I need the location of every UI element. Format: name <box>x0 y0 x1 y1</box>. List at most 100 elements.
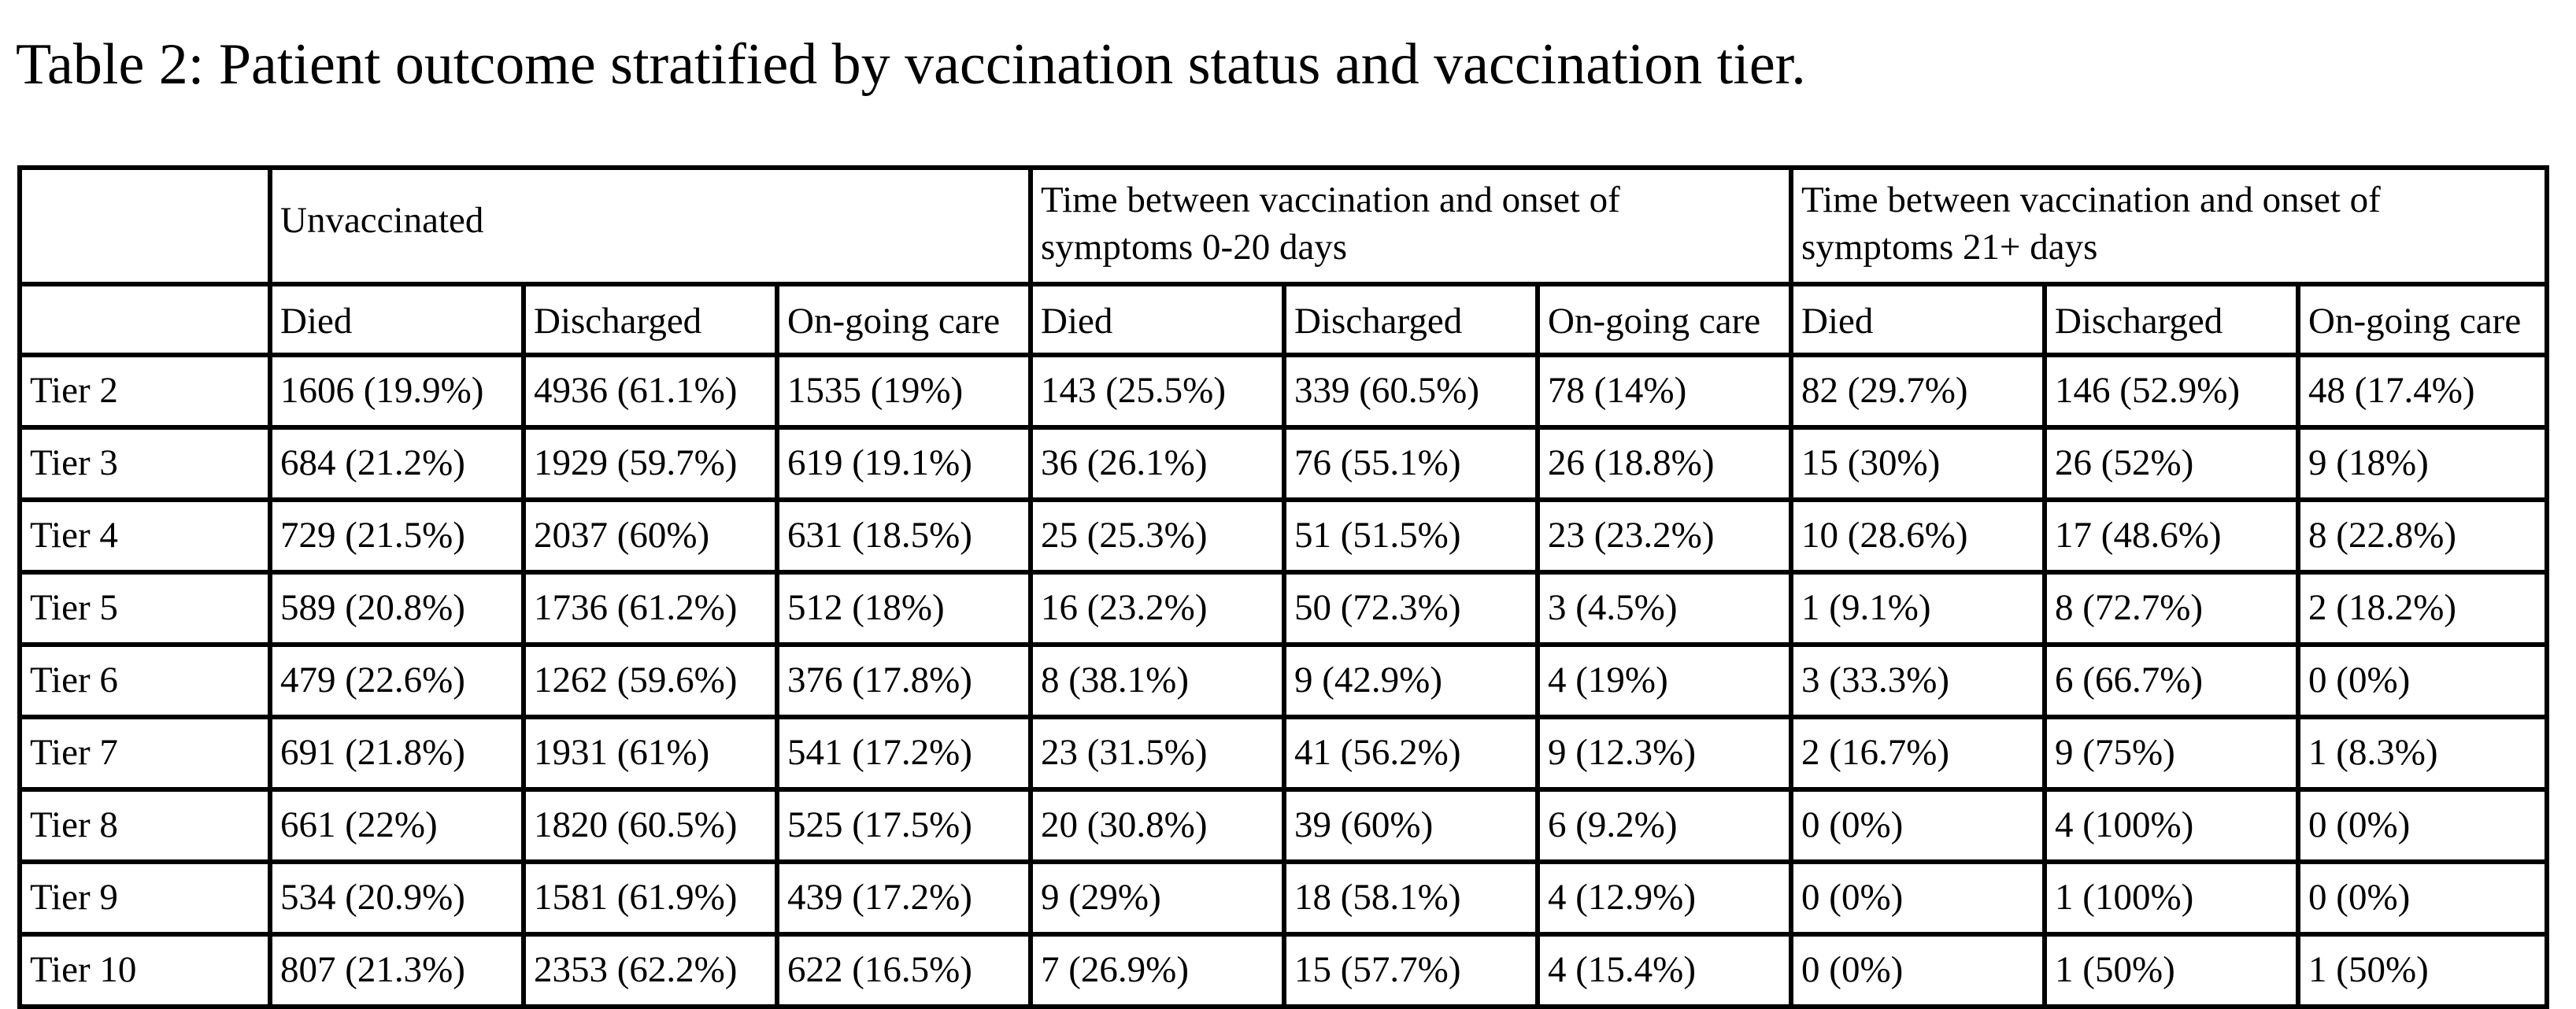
table-cell: 2037 (60%) <box>521 497 779 575</box>
table-row: Tier 2 1606 (19.9%) 4936 (61.1%) 1535 (19%)… <box>17 353 2550 430</box>
table-cell: 8 (22.8%) <box>2296 497 2550 575</box>
table-cell: 339 (60.5%) <box>1282 353 1541 430</box>
table-cell: 26 (52%) <box>2042 425 2301 502</box>
table-cell: 9 (18%) <box>2296 425 2550 502</box>
table-row: Tier 3 684 (21.2%) 1929 (59.7%) 619 (19.1%)… <box>17 425 2550 502</box>
table-cell: 51 (51.5%) <box>1282 497 1541 575</box>
table-cell: 807 (21.3%) <box>268 932 526 1009</box>
table-cell: 9 (29%) <box>1028 859 1287 937</box>
table-cell: 1820 (60.5%) <box>521 787 779 864</box>
table-cell: 9 (12.3%) <box>1535 715 1794 792</box>
row-label-cell: Tier 4 <box>17 497 272 575</box>
table-cell: 1 (50%) <box>2296 932 2550 1009</box>
table-cell: 729 (21.5%) <box>268 497 526 575</box>
table-cell: 661 (22%) <box>268 787 526 864</box>
table-cell: 1736 (61.2%) <box>521 570 779 647</box>
table-cell: 146 (52.9%) <box>2042 353 2301 430</box>
table-row: Tier 4 729 (21.5%) 2037 (60%) 631 (18.5%) 25… <box>17 497 2550 575</box>
table-cell: 36 (26.1%) <box>1028 425 1287 502</box>
table-caption: Table 2: Patient outcome stratified by v… <box>16 32 1806 97</box>
table-cell: 2353 (62.2%) <box>521 932 779 1009</box>
row-label-cell: Tier 3 <box>17 425 272 502</box>
table-cell: 619 (19.1%) <box>774 425 1034 502</box>
subheader-ongoing-care: On-going care <box>2296 282 2550 357</box>
row-label-cell: Tier 10 <box>17 932 272 1009</box>
table-cell: 9 (42.9%) <box>1282 642 1541 719</box>
row-label-cell: Tier 5 <box>17 570 272 647</box>
corner-cell <box>17 165 272 286</box>
row-label-cell: Tier 9 <box>17 859 272 937</box>
group-header-0-20-days: Time between vaccination and onset of sy… <box>1028 165 1794 286</box>
table-cell: 622 (16.5%) <box>774 932 1034 1009</box>
table-cell: 512 (18%) <box>774 570 1034 647</box>
table-cell: 4 (12.9%) <box>1535 859 1794 937</box>
group-header-21-plus-days: Time between vaccination and onset of sy… <box>1789 165 2550 286</box>
table-cell: 1 (9.1%) <box>1789 570 2048 647</box>
row-label-cell: Tier 7 <box>17 715 272 792</box>
table-cell: 15 (30%) <box>1789 425 2048 502</box>
subheader-discharged: Discharged <box>2042 282 2301 357</box>
table-row: Tier 9 534 (20.9%) 1581 (61.9%) 439 (17.2%)… <box>17 859 2550 937</box>
table-cell: 1535 (19%) <box>774 353 1034 430</box>
subheader-died: Died <box>1028 282 1287 357</box>
row-label-cell: Tier 2 <box>17 353 272 430</box>
table-cell: 18 (58.1%) <box>1282 859 1541 937</box>
table-cell: 541 (17.2%) <box>774 715 1034 792</box>
table-cell: 23 (23.2%) <box>1535 497 1794 575</box>
table-cell: 4 (100%) <box>2042 787 2301 864</box>
table-cell: 25 (25.3%) <box>1028 497 1287 575</box>
subheader-ongoing-care: On-going care <box>774 282 1034 357</box>
subheader-died: Died <box>1789 282 2048 357</box>
table-cell: 1931 (61%) <box>521 715 779 792</box>
table-cell: 76 (55.1%) <box>1282 425 1541 502</box>
table-row: Tier 7 691 (21.8%) 1931 (61%) 541 (17.2%) 23… <box>17 715 2550 792</box>
table-cell: 6 (9.2%) <box>1535 787 1794 864</box>
table-row: Tier 8 661 (22%) 1820 (60.5%) 525 (17.5%) 20… <box>17 787 2550 864</box>
table-cell: 15 (57.7%) <box>1282 932 1541 1009</box>
table-cell: 376 (17.8%) <box>774 642 1034 719</box>
subheader-row: Died Discharged On-going care Died Disch… <box>17 282 2550 357</box>
table-cell: 0 (0%) <box>1789 932 2048 1009</box>
row-label-cell: Tier 8 <box>17 787 272 864</box>
table-cell: 9 (75%) <box>2042 715 2301 792</box>
table-cell: 23 (31.5%) <box>1028 715 1287 792</box>
table-cell: 48 (17.4%) <box>2296 353 2550 430</box>
outcome-table: Unvaccinated Time between vaccination an… <box>17 165 2550 1009</box>
subheader-discharged: Discharged <box>521 282 779 357</box>
table-cell: 8 (38.1%) <box>1028 642 1287 719</box>
table-cell: 39 (60%) <box>1282 787 1541 864</box>
table-cell: 0 (0%) <box>2296 787 2550 864</box>
table-cell: 4 (15.4%) <box>1535 932 1794 1009</box>
table-cell: 1581 (61.9%) <box>521 859 779 937</box>
table-cell: 1 (100%) <box>2042 859 2301 937</box>
table-cell: 534 (20.9%) <box>268 859 526 937</box>
table-cell: 1 (8.3%) <box>2296 715 2550 792</box>
table-cell: 0 (0%) <box>1789 787 2048 864</box>
table-cell: 10 (28.6%) <box>1789 497 2048 575</box>
table-cell: 6 (66.7%) <box>2042 642 2301 719</box>
table-cell: 41 (56.2%) <box>1282 715 1541 792</box>
table-cell: 0 (0%) <box>2296 642 2550 719</box>
table-cell: 50 (72.3%) <box>1282 570 1541 647</box>
table-cell: 26 (18.8%) <box>1535 425 1794 502</box>
table-cell: 3 (4.5%) <box>1535 570 1794 647</box>
table-cell: 1262 (59.6%) <box>521 642 779 719</box>
table-cell: 1929 (59.7%) <box>521 425 779 502</box>
table-cell: 479 (22.6%) <box>268 642 526 719</box>
table-cell: 2 (18.2%) <box>2296 570 2550 647</box>
table-cell: 631 (18.5%) <box>774 497 1034 575</box>
table-cell: 78 (14%) <box>1535 353 1794 430</box>
subheader-ongoing-care: On-going care <box>1535 282 1794 357</box>
table-cell: 0 (0%) <box>2296 859 2550 937</box>
table-cell: 0 (0%) <box>1789 859 2048 937</box>
table-cell: 143 (25.5%) <box>1028 353 1287 430</box>
table-cell: 1 (50%) <box>2042 932 2301 1009</box>
table-cell: 8 (72.7%) <box>2042 570 2301 647</box>
table-cell: 525 (17.5%) <box>774 787 1034 864</box>
table-cell: 82 (29.7%) <box>1789 353 2048 430</box>
table-cell: 17 (48.6%) <box>2042 497 2301 575</box>
table-cell: 7 (26.9%) <box>1028 932 1287 1009</box>
subheader-discharged: Discharged <box>1282 282 1541 357</box>
table-cell: 691 (21.8%) <box>268 715 526 792</box>
table-cell: 4936 (61.1%) <box>521 353 779 430</box>
